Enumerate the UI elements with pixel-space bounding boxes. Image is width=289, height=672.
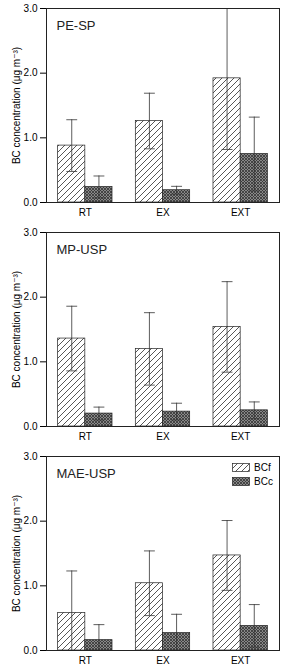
svg-text:BC concentration (μg m⁻³): BC concentration (μg m⁻³) <box>11 271 22 388</box>
svg-text:3.0: 3.0 <box>24 3 38 14</box>
svg-text:3.0: 3.0 <box>24 451 38 462</box>
svg-text:EX: EX <box>156 655 170 666</box>
svg-text:EX: EX <box>156 207 170 218</box>
svg-text:1.0: 1.0 <box>24 580 38 591</box>
svg-text:3.0: 3.0 <box>24 227 38 238</box>
svg-text:EXT: EXT <box>231 655 250 666</box>
html-text:BCf: BCf <box>254 462 271 473</box>
svg-text:BC concentration (μg m⁻³): BC concentration (μg m⁻³) <box>11 495 22 612</box>
svg-text:1.0: 1.0 <box>24 356 38 367</box>
svg-text:RT: RT <box>79 207 92 218</box>
svg-text:1.0: 1.0 <box>24 132 38 143</box>
svg-text:0.0: 0.0 <box>24 645 38 656</box>
svg-text:2.0: 2.0 <box>24 67 38 78</box>
svg-text:0.0: 0.0 <box>24 197 38 208</box>
svg-text:RT: RT <box>79 655 92 666</box>
svg-text:0.0: 0.0 <box>24 421 38 432</box>
svg-text:MP-USP: MP-USP <box>57 242 108 257</box>
svg-text:2.0: 2.0 <box>24 515 38 526</box>
svg-text:2.0: 2.0 <box>24 291 38 302</box>
html-text:BCc: BCc <box>254 476 273 487</box>
svg-text:EX: EX <box>156 431 170 442</box>
svg-text:BC concentration (μg m⁻³): BC concentration (μg m⁻³) <box>11 47 22 164</box>
svg-text:EXT: EXT <box>231 207 250 218</box>
svg-text:PE-SP: PE-SP <box>57 18 96 33</box>
svg-text:MAE-USP: MAE-USP <box>57 466 116 481</box>
svg-text:RT: RT <box>79 431 92 442</box>
svg-text:EXT: EXT <box>231 431 250 442</box>
